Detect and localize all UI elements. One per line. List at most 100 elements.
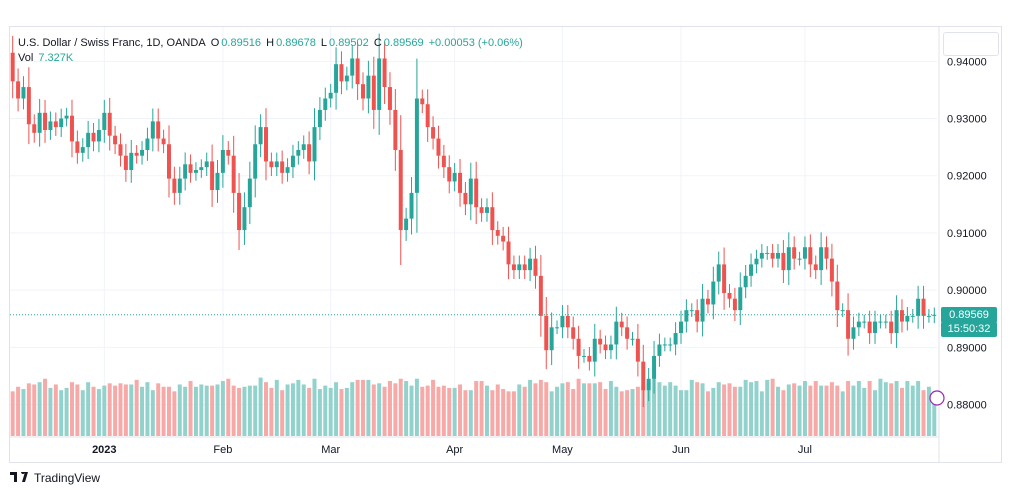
volume-bar xyxy=(409,385,414,436)
volume-bar xyxy=(840,391,845,436)
volume-bar xyxy=(242,386,247,436)
volume-bar xyxy=(312,378,317,436)
candle-body xyxy=(398,149,403,231)
candle-body xyxy=(210,161,215,191)
candle-body xyxy=(150,121,155,139)
candle xyxy=(474,161,479,225)
volume-bar xyxy=(878,378,883,436)
candle-body xyxy=(873,321,878,334)
candle-body xyxy=(80,147,85,153)
candle-body xyxy=(819,247,824,271)
volume-bar xyxy=(296,379,301,436)
candle xyxy=(253,125,258,198)
candle-body xyxy=(657,344,662,356)
volume-bar xyxy=(533,383,538,436)
candle-body xyxy=(447,167,452,182)
volume-bar xyxy=(75,384,80,436)
candle xyxy=(646,367,651,402)
candle xyxy=(705,289,710,314)
volume-bar xyxy=(339,389,344,436)
volume-bar xyxy=(646,383,651,436)
volume-bar xyxy=(53,384,58,436)
candle-body xyxy=(420,98,425,105)
change-value: +0.00053 (+0.06%) xyxy=(428,37,523,49)
candle xyxy=(533,245,538,289)
candle xyxy=(608,335,613,360)
candle xyxy=(317,97,322,140)
volume-bar xyxy=(608,381,613,436)
candle xyxy=(91,122,96,152)
volume-bar xyxy=(673,385,678,436)
volume-bar xyxy=(614,386,619,436)
volume-bar xyxy=(43,378,48,436)
candle-body xyxy=(932,314,937,316)
candle-body xyxy=(177,178,182,193)
candle xyxy=(339,51,344,95)
candle xyxy=(21,76,26,110)
candle-body xyxy=(145,138,150,150)
candle xyxy=(258,114,263,158)
volume-label[interactable]: Vol xyxy=(18,52,34,64)
candle xyxy=(824,236,829,270)
candle xyxy=(328,83,333,108)
candle xyxy=(490,192,495,245)
tradingview-logo[interactable]: TradingView xyxy=(10,471,100,485)
candle-body xyxy=(199,167,204,171)
x-tick-label: 2023 xyxy=(92,444,116,456)
volume-series xyxy=(10,377,937,436)
candle xyxy=(458,158,463,207)
volume-bar xyxy=(382,386,387,436)
volume-bar xyxy=(786,384,791,436)
candle-body xyxy=(899,310,904,322)
candle-body xyxy=(635,338,640,362)
candle xyxy=(759,244,764,268)
candle xyxy=(538,254,543,337)
candle xyxy=(145,127,150,161)
volume-bar xyxy=(738,386,743,436)
candle xyxy=(361,72,366,111)
candle-body xyxy=(107,112,112,136)
candle-body xyxy=(102,112,107,130)
candle-body xyxy=(247,178,252,208)
candle xyxy=(420,89,425,114)
volume-bar xyxy=(387,381,392,436)
volume-bar xyxy=(107,383,112,436)
candle-body xyxy=(603,344,608,351)
candle xyxy=(511,255,516,279)
candle xyxy=(889,310,894,344)
symbol-title[interactable]: U.S. Dollar / Swiss Franc, 1D, OANDA xyxy=(18,37,206,49)
candle-body xyxy=(404,218,409,231)
candle xyxy=(856,312,861,337)
candle xyxy=(366,60,371,114)
candle-body xyxy=(172,178,177,193)
candle xyxy=(80,138,85,162)
volume-bar xyxy=(511,391,516,436)
chart-frame[interactable] xyxy=(9,26,1002,463)
volume-bar xyxy=(452,387,457,436)
candle xyxy=(926,309,931,323)
tradingview-icon xyxy=(10,472,28,482)
volume-bar xyxy=(253,385,258,436)
volume-bar xyxy=(684,390,689,436)
candle-body xyxy=(296,149,301,156)
volume-bar xyxy=(156,383,161,436)
volume-bar xyxy=(258,377,263,436)
high-value: 0.89678 xyxy=(276,37,316,49)
candle-body xyxy=(204,161,209,168)
candle xyxy=(123,143,128,182)
candle xyxy=(619,312,624,337)
volume-bar xyxy=(716,382,721,436)
candle xyxy=(69,99,74,158)
candle xyxy=(425,89,430,142)
candle-body xyxy=(501,235,506,242)
candle-body xyxy=(700,298,705,322)
candle-body xyxy=(387,87,392,110)
candle xyxy=(188,154,193,183)
candle-body xyxy=(452,172,457,182)
x-tick-label: Feb xyxy=(213,444,232,456)
candle-body xyxy=(129,152,134,171)
symbol-search-box[interactable] xyxy=(943,32,999,56)
candle xyxy=(404,207,409,241)
candle-body xyxy=(53,121,58,128)
